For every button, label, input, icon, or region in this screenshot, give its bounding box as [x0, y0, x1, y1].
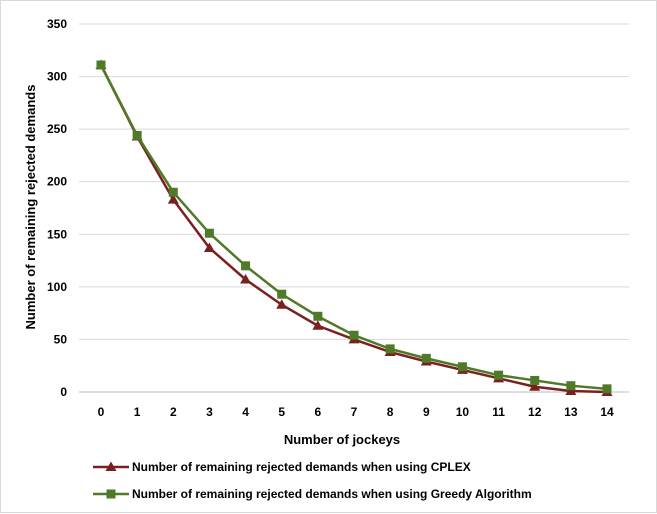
- series-2: [96, 60, 612, 394]
- x-axis-title: Number of jockeys: [284, 432, 400, 447]
- x-tick-label: 1: [134, 405, 141, 419]
- y-tick-label: 0: [60, 385, 67, 399]
- legend-item-1: Number of remaining rejected demands whe…: [93, 460, 471, 474]
- data-point: [276, 299, 288, 309]
- data-point: [167, 194, 179, 204]
- x-tick-label: 2: [170, 405, 177, 419]
- data-point: [421, 353, 431, 363]
- y-tick-label: 250: [47, 122, 67, 136]
- y-tick-label: 200: [47, 175, 67, 189]
- x-tick-label: 7: [351, 405, 358, 419]
- data-point: [494, 370, 504, 380]
- legend-label: Number of remaining rejected demands whe…: [132, 460, 471, 474]
- data-point: [241, 261, 251, 271]
- legend-marker: [105, 461, 117, 471]
- data-point: [132, 130, 142, 140]
- x-tick-label: 3: [206, 405, 213, 419]
- x-tick-label: 5: [278, 405, 285, 419]
- x-tick-label: 11: [492, 405, 505, 419]
- x-tick-label: 13: [564, 405, 578, 419]
- grid-lines: [79, 23, 629, 340]
- y-tick-labels: 0 50 100 150 200 250 300 350: [47, 17, 67, 399]
- legend-label: Number of remaining rejected demands whe…: [132, 487, 532, 501]
- x-tick-label: 6: [315, 405, 322, 419]
- series: [95, 59, 613, 396]
- data-point: [312, 320, 324, 330]
- data-point: [203, 242, 215, 252]
- data-point: [565, 385, 577, 395]
- data-point: [96, 60, 106, 70]
- data-point: [529, 381, 541, 391]
- data-point: [349, 330, 359, 340]
- legend-item-2: Number of remaining rejected demands whe…: [93, 487, 532, 501]
- x-tick-label: 8: [387, 405, 394, 419]
- legend-marker: [106, 489, 116, 499]
- data-point: [385, 344, 395, 354]
- y-tick-label: 350: [47, 17, 67, 31]
- y-tick-label: 50: [54, 332, 68, 346]
- data-point: [530, 375, 540, 385]
- data-point: [313, 311, 323, 321]
- x-tick-label: 9: [423, 405, 430, 419]
- data-point: [204, 228, 214, 238]
- data-point: [566, 381, 576, 391]
- data-point: [602, 384, 612, 394]
- y-tick-label: 150: [47, 227, 67, 241]
- data-point: [168, 187, 178, 197]
- series-1: [95, 59, 613, 396]
- y-tick-label: 100: [47, 280, 67, 294]
- legend: Number of remaining rejected demands whe…: [93, 460, 532, 501]
- data-point: [240, 273, 252, 284]
- x-tick-label: 0: [98, 405, 105, 419]
- x-tick-label: 12: [528, 405, 542, 419]
- y-tick-label: 300: [47, 70, 67, 84]
- x-tick-label: 4: [242, 405, 249, 419]
- y-axis-title: Number of remaining rejected demands: [23, 85, 38, 330]
- x-tick-labels: 0 1 2 3 4 5 6 7 8 9 10 11 12 13 14: [98, 405, 614, 419]
- x-tick-label: 14: [600, 405, 614, 419]
- data-point: [457, 362, 467, 372]
- data-point: [277, 289, 287, 299]
- x-tick-label: 10: [456, 405, 470, 419]
